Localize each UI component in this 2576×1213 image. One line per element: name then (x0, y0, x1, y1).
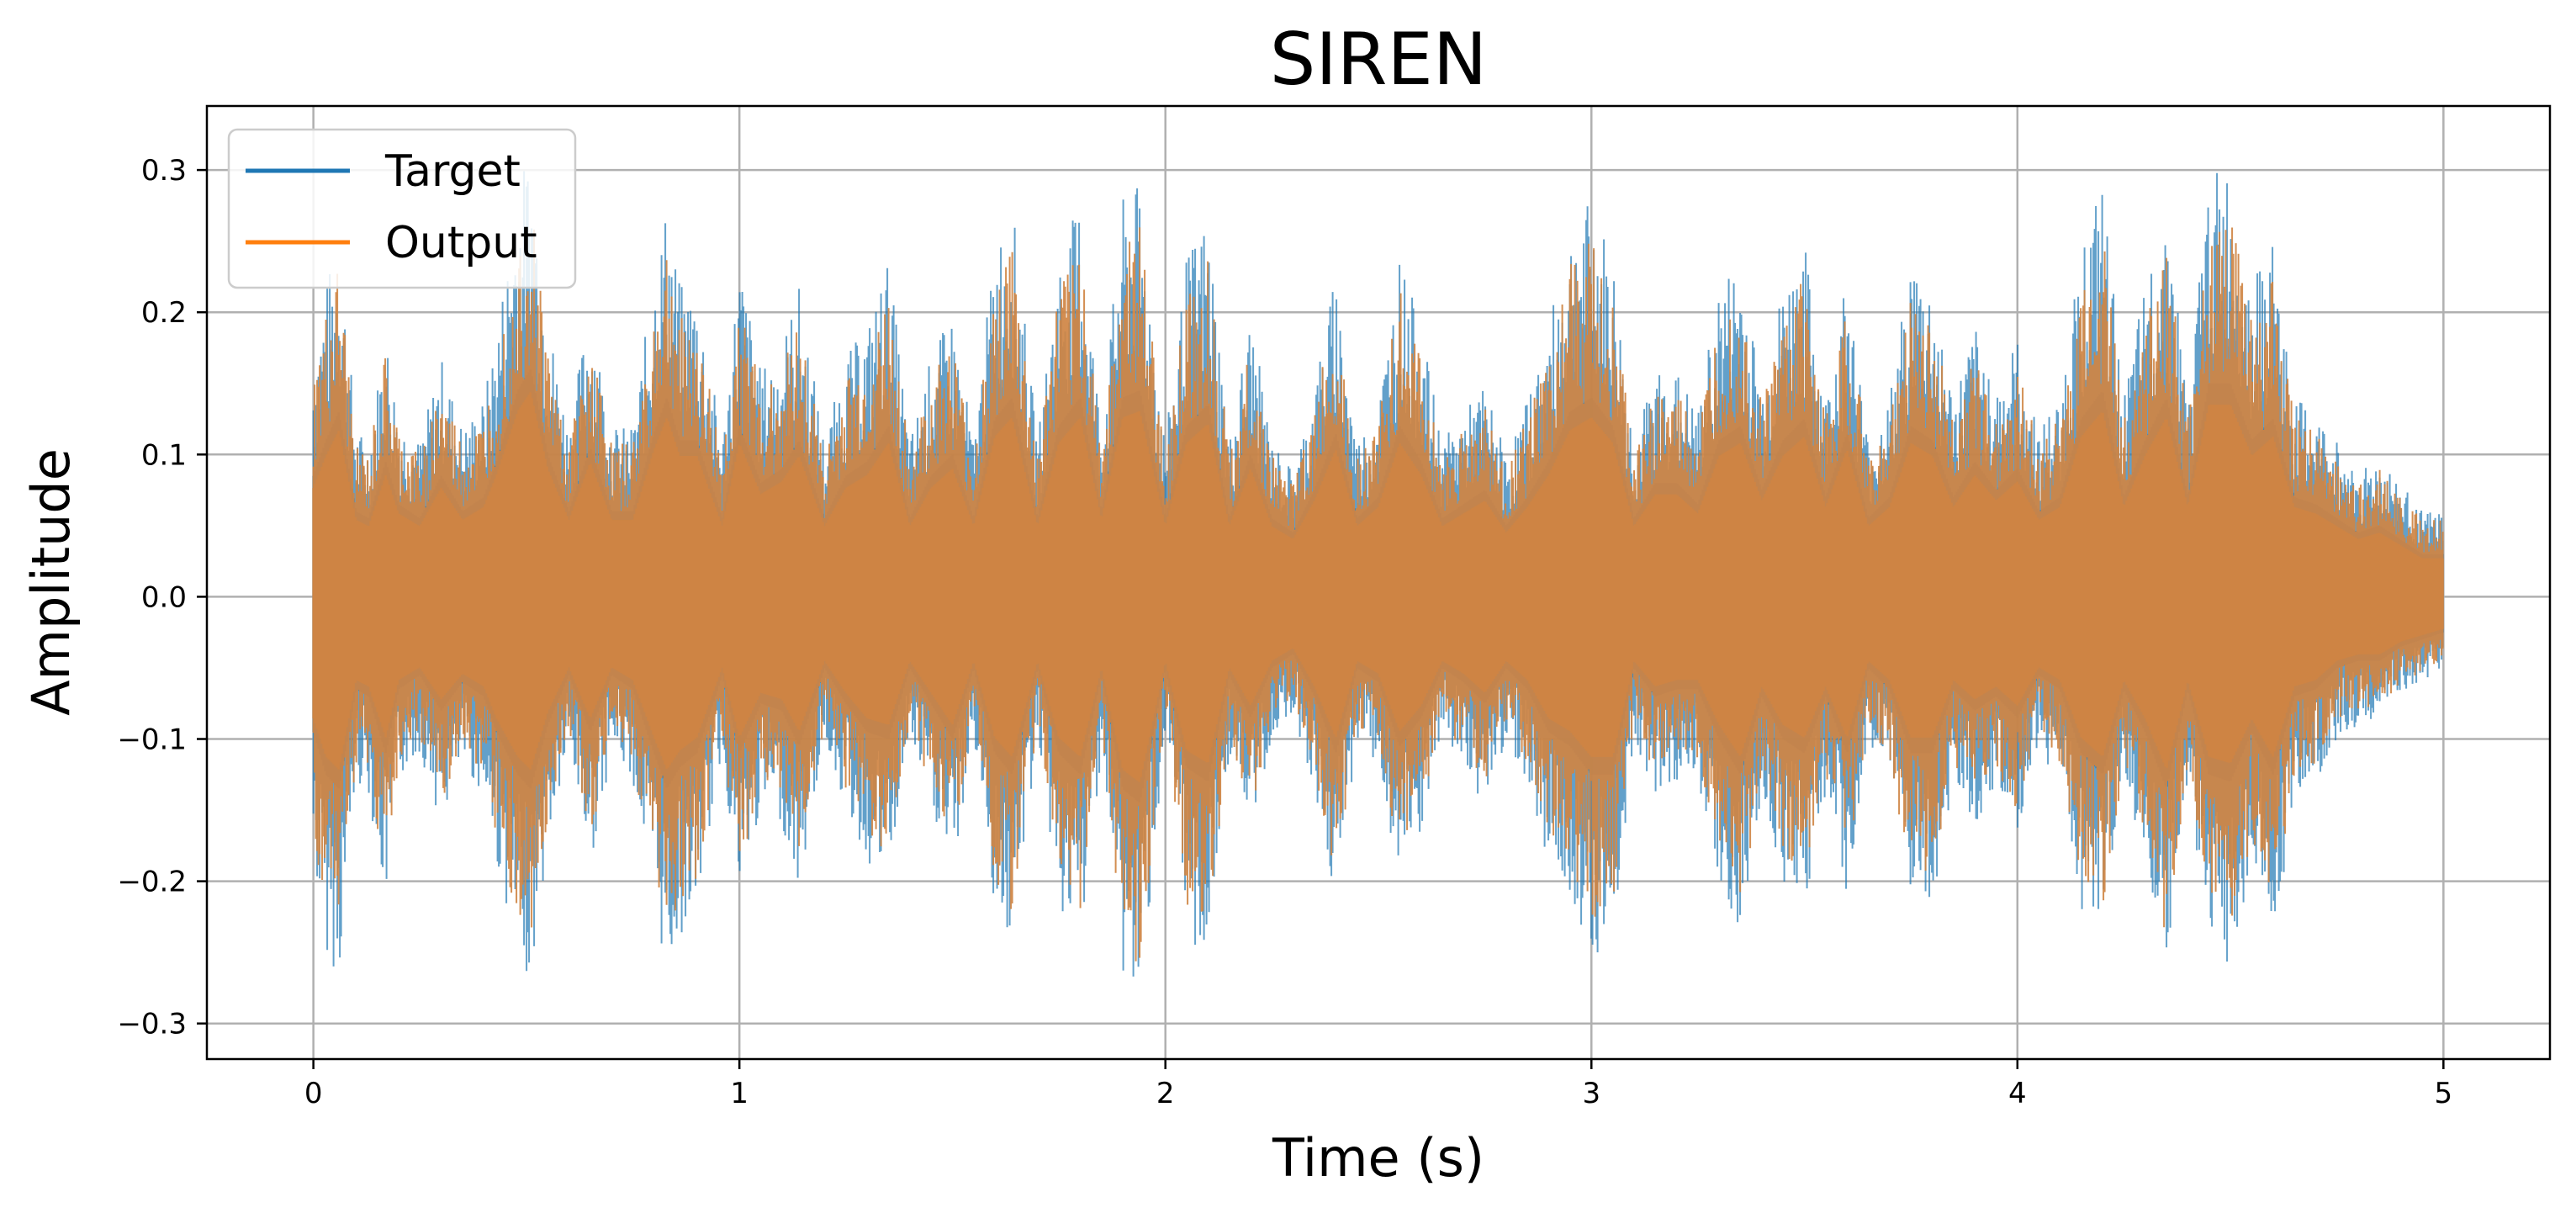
y-axis-ticks: −0.3 −0.2 −0.1 0.0 0.1 0.2 0.3 (117, 154, 207, 1041)
y-tick-label: 0.1 (141, 438, 187, 472)
x-tick-label: 0 (304, 1077, 323, 1110)
x-tick-label: 2 (1156, 1077, 1175, 1110)
legend-label-target: Target (384, 146, 521, 197)
x-tick-label: 4 (2008, 1077, 2027, 1110)
legend: Target Output (227, 128, 577, 289)
chart-title: SIREN (1270, 18, 1487, 102)
y-tick-label: 0.3 (141, 154, 187, 188)
y-tick-label: −0.1 (117, 723, 187, 757)
y-tick-label: −0.3 (117, 1008, 187, 1041)
x-tick-label: 1 (730, 1077, 748, 1110)
x-axis-ticks: 0 1 2 3 4 5 (304, 1059, 2452, 1110)
x-axis-title: Time (s) (1272, 1127, 1484, 1189)
y-tick-label: −0.2 (117, 866, 187, 899)
output-waveform-core (312, 392, 2444, 782)
y-axis-title: Amplitude (20, 448, 82, 716)
y-tick-label: 0.2 (141, 296, 187, 330)
output-strokes (312, 227, 2444, 961)
x-tick-label: 5 (2435, 1077, 2453, 1110)
legend-label-output: Output (385, 218, 537, 268)
plot-frame (205, 104, 2552, 1061)
series-output (312, 227, 2444, 961)
x-tick-label: 3 (1582, 1077, 1600, 1110)
y-tick-label: 0.0 (141, 580, 187, 614)
